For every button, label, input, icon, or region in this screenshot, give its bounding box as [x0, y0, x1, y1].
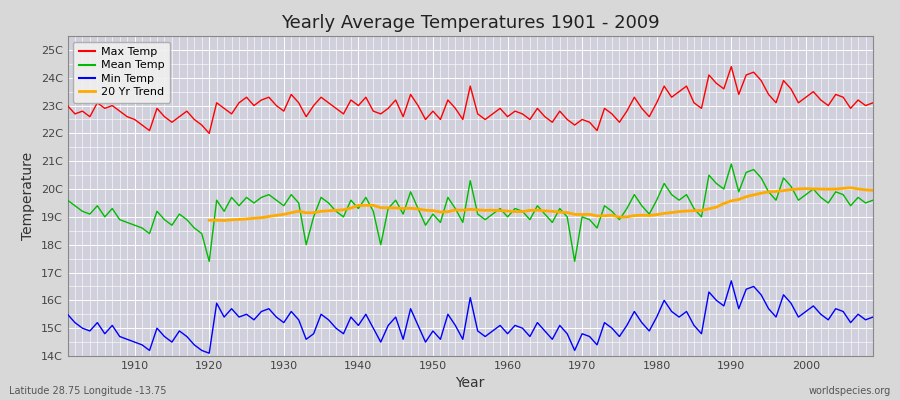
Text: worldspecies.org: worldspecies.org — [809, 386, 891, 396]
Y-axis label: Temperature: Temperature — [21, 152, 35, 240]
Text: Latitude 28.75 Longitude -13.75: Latitude 28.75 Longitude -13.75 — [9, 386, 166, 396]
X-axis label: Year: Year — [455, 376, 485, 390]
Title: Yearly Average Temperatures 1901 - 2009: Yearly Average Temperatures 1901 - 2009 — [281, 14, 660, 32]
Legend: Max Temp, Mean Temp, Min Temp, 20 Yr Trend: Max Temp, Mean Temp, Min Temp, 20 Yr Tre… — [73, 42, 170, 103]
